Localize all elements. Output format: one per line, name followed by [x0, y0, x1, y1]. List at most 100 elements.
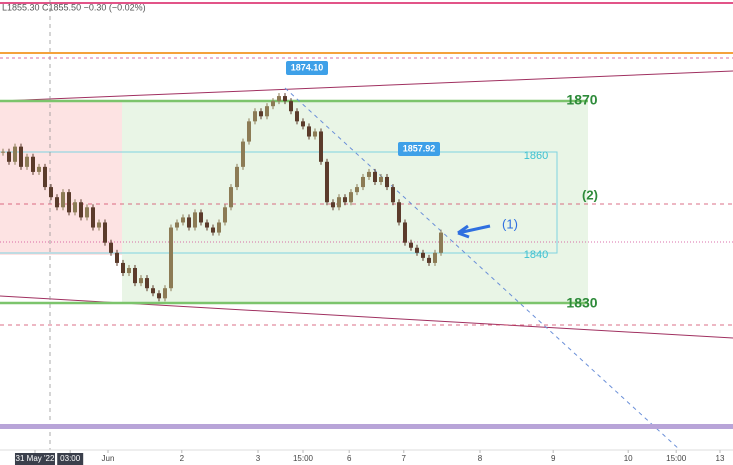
candle: [378, 176, 383, 183]
candle: [24, 156, 29, 167]
candle: [282, 96, 287, 102]
candle: [402, 222, 407, 243]
candle: [150, 288, 155, 294]
candle: [354, 187, 359, 193]
candle: [144, 278, 149, 289]
candle: [270, 101, 275, 107]
x-label-box: [14, 453, 55, 465]
candle: [216, 222, 221, 233]
x-tick-label: 10: [624, 454, 633, 463]
box-bottom-label: 1840: [524, 249, 548, 261]
candle: [42, 166, 47, 188]
candle: [252, 111, 257, 122]
candle: [228, 187, 233, 208]
candle: [384, 176, 389, 188]
ohlc-header: L1855.30 C1855.50 −0.30 (−0.02%): [2, 2, 146, 12]
candle: [138, 278, 143, 284]
candle: [432, 252, 437, 263]
x-tick-label: 15:00: [293, 454, 314, 463]
candle: [372, 171, 377, 183]
candles: [0, 93, 443, 302]
candle: [18, 146, 23, 167]
candle: [186, 217, 191, 228]
candle: [168, 227, 173, 289]
candle: [90, 207, 95, 228]
buy-zone: [122, 101, 588, 303]
box-top-label: 1860: [524, 150, 548, 162]
candle: [324, 161, 329, 203]
x-tick-label: 2: [180, 454, 185, 463]
candle: [114, 252, 119, 263]
candle: [318, 131, 323, 162]
candle: [348, 192, 353, 203]
candle: [156, 293, 161, 299]
x-tick-label: 13: [716, 454, 725, 463]
candle: [126, 267, 131, 274]
candle: [246, 121, 251, 142]
candle: [48, 187, 53, 198]
candle: [180, 217, 185, 223]
candle: [30, 156, 35, 172]
high-label: 1874.10: [291, 62, 324, 72]
candle: [132, 267, 137, 284]
candle: [408, 242, 413, 248]
candle: [102, 222, 107, 243]
x-tick-label: 3: [256, 454, 261, 463]
candle: [108, 242, 113, 253]
candle: [6, 151, 11, 162]
candle: [60, 192, 65, 208]
candle: [120, 262, 125, 274]
candle: [438, 232, 443, 253]
candle: [234, 166, 239, 188]
candle: [330, 202, 335, 208]
candle: [240, 141, 245, 167]
candle: [366, 171, 371, 177]
x-tick-label: 15:00: [666, 454, 687, 463]
candle: [222, 207, 227, 223]
x-tick-label: 31 May '22: [16, 454, 55, 463]
x-tick-label: 9: [551, 454, 556, 463]
candle: [174, 222, 179, 228]
trend-line: [284, 87, 681, 451]
candle: [36, 166, 41, 172]
x-tick-label: Jun: [102, 454, 115, 463]
x-axis-labels: 31 May '22 03:00 Jun 2 3 15:00 6 7 8 9 10 15:00 13: [14, 450, 725, 465]
wave1-label: (1): [502, 216, 518, 231]
candle: [306, 126, 311, 137]
candle: [54, 197, 59, 208]
candle: [426, 257, 431, 263]
candle: [72, 202, 77, 213]
candle: [276, 96, 281, 102]
candle: [84, 207, 89, 218]
candle: [288, 101, 293, 112]
candle: [360, 176, 365, 188]
callout: [398, 142, 440, 156]
candle: [204, 222, 209, 228]
candle: [342, 197, 347, 203]
candle: [414, 247, 419, 253]
purple-band: [0, 424, 733, 429]
sell-zone: [0, 101, 122, 255]
candle: [66, 192, 71, 213]
candle: [162, 288, 167, 299]
candle: [0, 151, 5, 153]
candle: [12, 146, 17, 162]
swing-label: 1857.92: [403, 143, 436, 153]
x-tick-label: 6: [347, 454, 352, 463]
x-tick-label: 7: [402, 454, 407, 463]
candle: [264, 106, 269, 117]
arrow: [457, 224, 491, 239]
x-label-box: [57, 453, 84, 465]
candle: [210, 227, 215, 233]
candle: [312, 131, 317, 137]
candle: [420, 252, 425, 258]
candle: [96, 222, 101, 228]
wave2-label: (2): [582, 187, 598, 202]
candle: [336, 197, 341, 208]
candle: [396, 202, 401, 223]
x-tick-label: 8: [478, 454, 483, 463]
candle: [294, 111, 299, 122]
callout: [286, 61, 328, 75]
channel-top: [0, 70, 733, 102]
